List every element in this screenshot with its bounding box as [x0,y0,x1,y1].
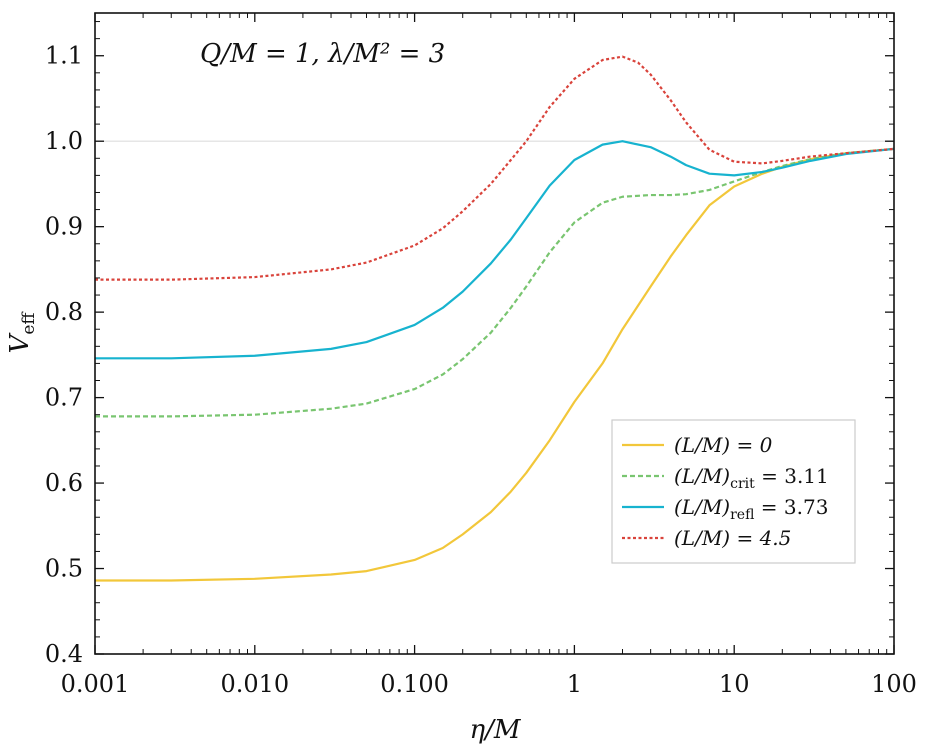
series-line-0 [95,147,895,582]
ticks-layer: 0.001 0.010 0.100 1 10 100 0.4 0.5 0.6 0.7 0.8 0.9 1… [45,13,917,698]
series-line-2 [95,140,895,360]
legend-label-2: (L/M)refl = 3.73 [674,495,828,523]
parameter-annotation: Q/M = 1, λ/M² = 3 [200,39,445,69]
y-tick-label: 0.8 [45,298,83,326]
x-tick-label: 0.100 [380,670,449,698]
y-tick-label: 1.1 [45,42,83,70]
y-tick-label: 0.5 [45,555,83,583]
series-line-3 [95,55,895,281]
y-tick-label: 0.4 [45,640,83,668]
x-tick-label: 1 [567,670,582,698]
x-axis-label: η/M [470,715,522,745]
legend-label-3: (L/M) = 4.5 [674,526,791,550]
x-tick-label: 100 [871,670,917,698]
x-tick-label: 0.001 [61,670,130,698]
y-tick-label: 1.0 [45,127,83,155]
legend-label-1: (L/M)crit = 3.11 [674,464,829,492]
x-tick-label: 0.010 [220,670,289,698]
x-tick-label: 10 [719,670,750,698]
legend-box [611,419,856,564]
y-tick-label: 0.9 [45,213,83,241]
series-layer [95,55,895,582]
y-tick-label: 0.7 [45,384,83,412]
legend-label-0: (L/M) = 0 [674,433,773,457]
plot-frame [94,12,895,655]
y-tick-label: 0.6 [45,469,83,497]
y-axis-label: Veff [5,311,39,354]
legend: (L/M) = 0 (L/M)crit = 3.11 (L/M)refl = 3.7… [611,419,856,564]
